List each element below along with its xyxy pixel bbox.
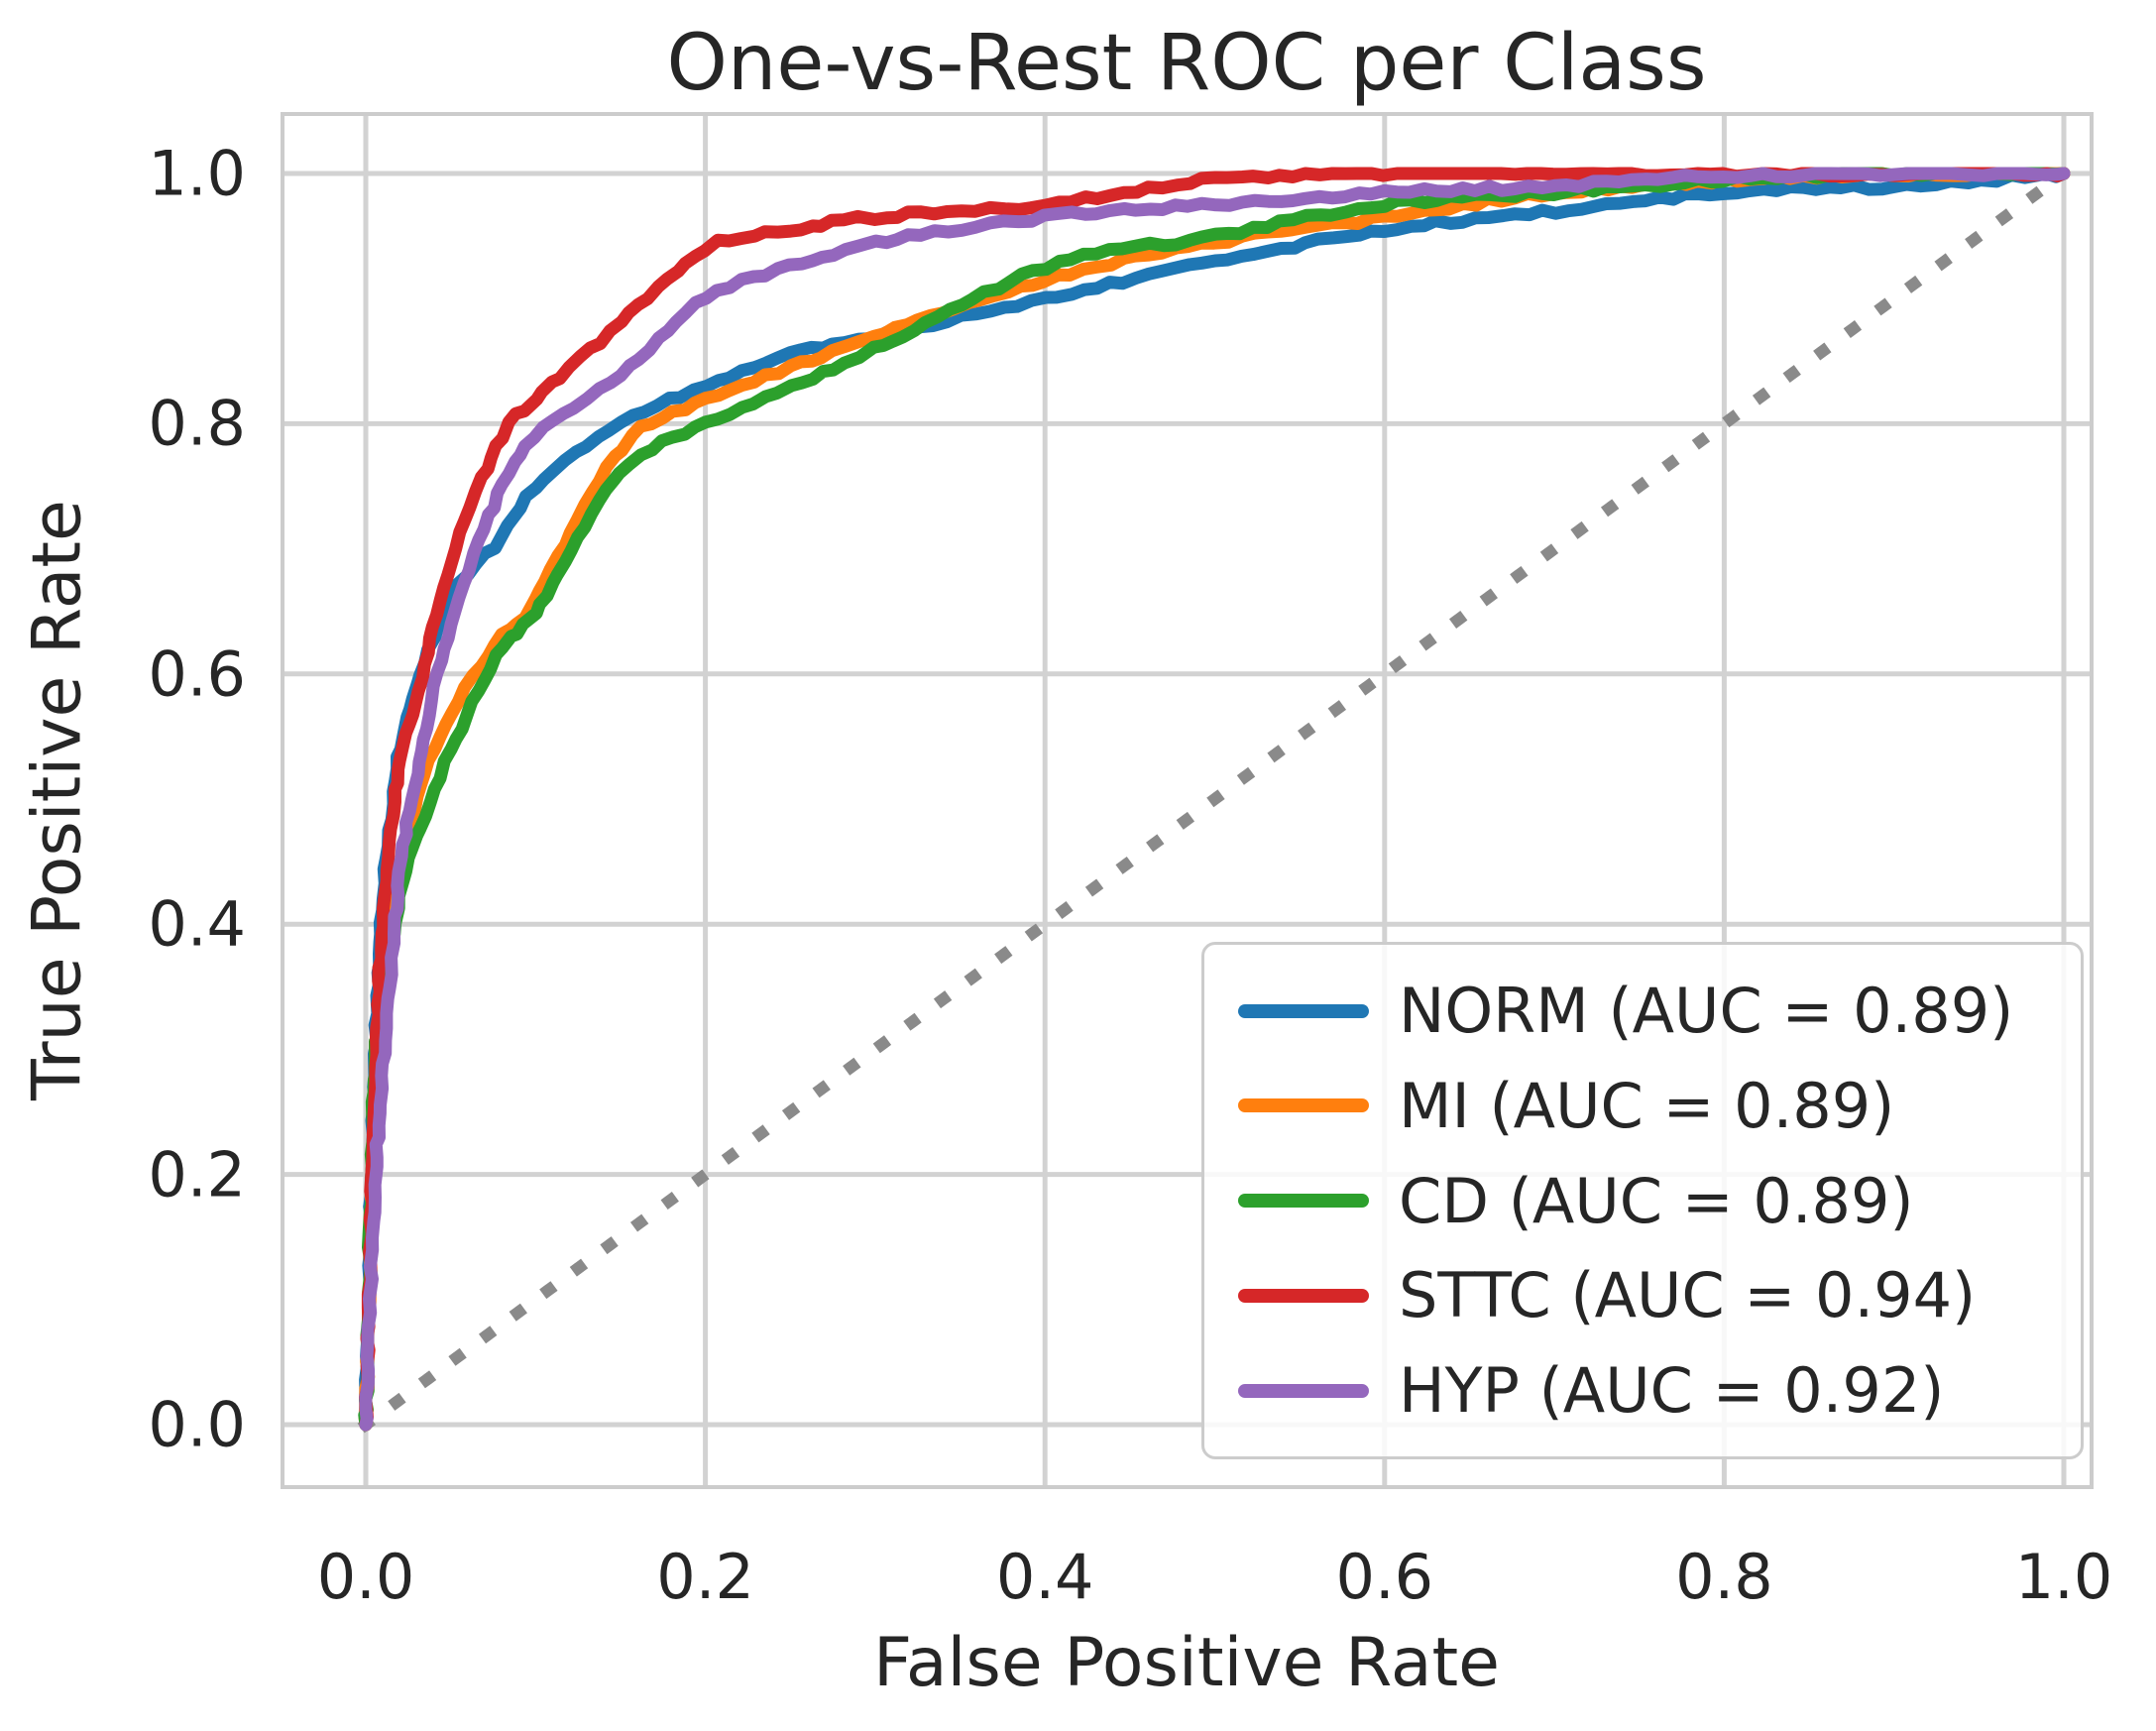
x-tick-label-1.0: 1.0 [2014, 1541, 2113, 1613]
axes-frame [281, 112, 2094, 1489]
legend-label-NORM: NORM (AUC = 0.89) [1399, 975, 2014, 1047]
y-tick-label-1.0: 1.0 [148, 137, 246, 210]
legend-item-MI: MI (AUC = 0.89) [1238, 1070, 2047, 1142]
legend-label-STTC: STTC (AUC = 0.94) [1399, 1259, 1977, 1332]
y-tick-label-0.4: 0.4 [148, 887, 246, 961]
x-tick-label-0.0: 0.0 [316, 1541, 415, 1613]
legend-label-MI: MI (AUC = 0.89) [1399, 1069, 1895, 1142]
legend-swatch-MI [1238, 1098, 1369, 1113]
legend-swatch-STTC [1238, 1288, 1369, 1303]
legend-label-CD: CD (AUC = 0.89) [1399, 1164, 1914, 1237]
legend-item-HYP: HYP (AUC = 0.92) [1238, 1354, 2047, 1427]
roc-curve-STTC [359, 167, 2071, 1432]
legend-item-STTC: STTC (AUC = 0.94) [1238, 1259, 2047, 1331]
chance-diagonal-line [357, 165, 2073, 1434]
legend-item-CD: CD (AUC = 0.89) [1238, 1165, 2047, 1237]
legend-item-NORM: NORM (AUC = 0.89) [1238, 975, 2047, 1047]
legend: NORM (AUC = 0.89) MI (AUC = 0.89) CD (AUC … [1201, 942, 2084, 1459]
x-tick-label-0.2: 0.2 [656, 1541, 754, 1613]
x-tick-label-0.8: 0.8 [1675, 1541, 1773, 1613]
legend-swatch-HYP [1238, 1383, 1369, 1398]
y-tick-label-0.8: 0.8 [148, 387, 246, 460]
y-tick-label-0.0: 0.0 [148, 1388, 246, 1461]
legend-swatch-CD [1238, 1194, 1369, 1208]
x-tick-label-0.6: 0.6 [1335, 1541, 1434, 1613]
y-tick-label-0.2: 0.2 [148, 1138, 246, 1212]
x-tick-label-0.4: 0.4 [995, 1541, 1094, 1613]
x-axis-label: False Positive Rate [873, 1624, 1500, 1702]
chart-title: One-vs-Rest ROC per Class [666, 19, 1707, 108]
legend-swatch-NORM [1238, 1003, 1369, 1018]
y-tick-label-0.6: 0.6 [148, 637, 246, 711]
y-axis-label: True Positive Rate [18, 500, 97, 1100]
roc-curve-HYP [359, 167, 2071, 1432]
legend-label-HYP: HYP (AUC = 0.92) [1399, 1354, 1945, 1427]
